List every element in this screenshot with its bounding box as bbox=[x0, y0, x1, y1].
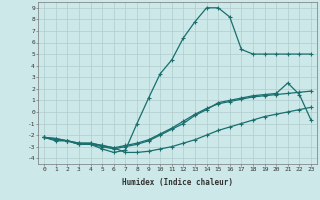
X-axis label: Humidex (Indice chaleur): Humidex (Indice chaleur) bbox=[122, 178, 233, 187]
